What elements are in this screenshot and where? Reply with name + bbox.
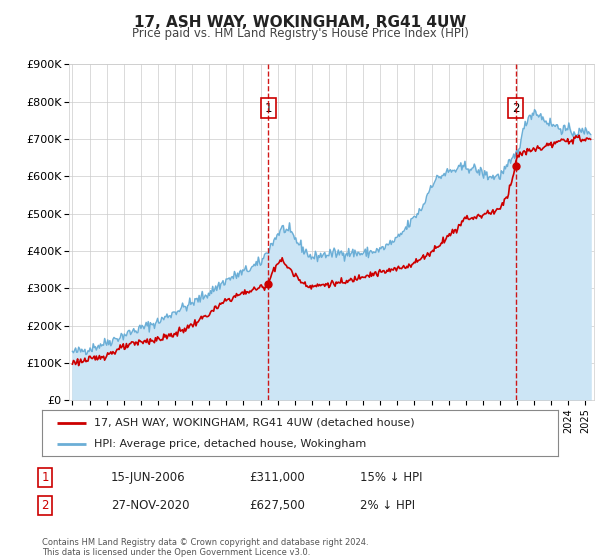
Text: 17, ASH WAY, WOKINGHAM, RG41 4UW (detached house): 17, ASH WAY, WOKINGHAM, RG41 4UW (detach… — [94, 418, 414, 428]
Text: 15% ↓ HPI: 15% ↓ HPI — [360, 470, 422, 484]
Text: 1: 1 — [41, 470, 49, 484]
Text: HPI: Average price, detached house, Wokingham: HPI: Average price, detached house, Woki… — [94, 439, 366, 449]
Text: Price paid vs. HM Land Registry's House Price Index (HPI): Price paid vs. HM Land Registry's House … — [131, 27, 469, 40]
Text: 27-NOV-2020: 27-NOV-2020 — [111, 498, 190, 512]
Text: 17, ASH WAY, WOKINGHAM, RG41 4UW: 17, ASH WAY, WOKINGHAM, RG41 4UW — [134, 15, 466, 30]
Text: 1: 1 — [265, 101, 272, 115]
Text: £311,000: £311,000 — [249, 470, 305, 484]
Text: 2: 2 — [41, 498, 49, 512]
Text: Contains HM Land Registry data © Crown copyright and database right 2024.
This d: Contains HM Land Registry data © Crown c… — [42, 538, 368, 557]
Text: 15-JUN-2006: 15-JUN-2006 — [111, 470, 185, 484]
Text: 2: 2 — [512, 101, 519, 115]
Text: 2% ↓ HPI: 2% ↓ HPI — [360, 498, 415, 512]
Text: £627,500: £627,500 — [249, 498, 305, 512]
